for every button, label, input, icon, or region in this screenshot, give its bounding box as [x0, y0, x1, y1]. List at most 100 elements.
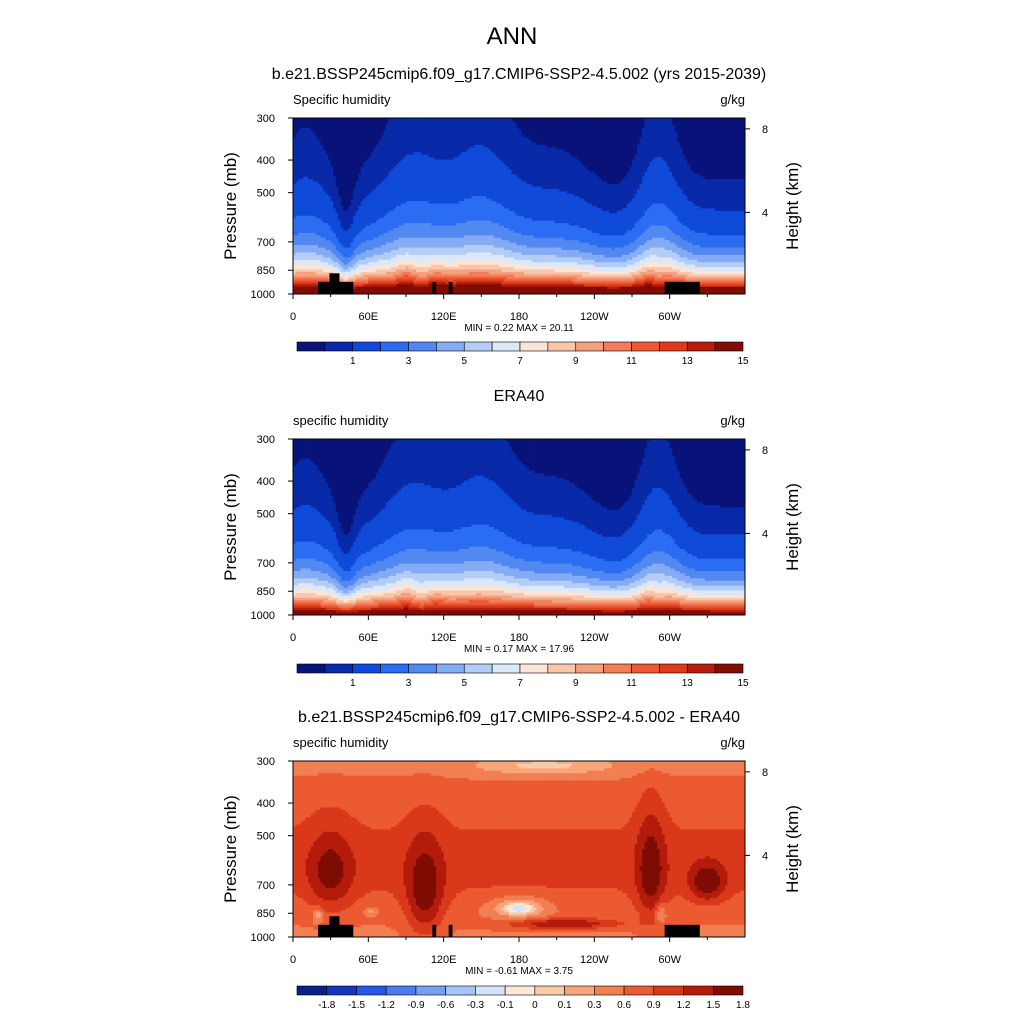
colorbar-box: [576, 342, 604, 351]
colorbar-box: [381, 342, 409, 351]
colorbar-box: [505, 986, 535, 995]
panel-title: b.e21.BSSP245cmip6.f09_g17.CMIP6-SSP2-4.…: [272, 66, 767, 83]
colorbar-box: [604, 664, 632, 673]
min-max-stats: MIN = -0.61 MAX = 3.75: [465, 966, 573, 977]
colorbar-label: 5: [461, 356, 467, 367]
colorbar-box: [464, 664, 492, 673]
colorbar-box: [624, 986, 654, 995]
x-tick-label: 60E: [359, 954, 379, 966]
x-tick-label: 180: [510, 311, 528, 323]
x-tick-label: 180: [510, 954, 528, 966]
y-tick-label: 850: [257, 908, 275, 920]
contour-field: [293, 439, 745, 615]
colorbar-label: -0.6: [437, 1000, 455, 1011]
y2-tick-label: 4: [762, 850, 768, 862]
colorbar: 1 3 5 7 9 11 13 15: [297, 342, 749, 367]
colorbar-box: [409, 342, 437, 351]
colorbar-label: -0.3: [467, 1000, 485, 1011]
panel-title: ERA40: [494, 388, 545, 405]
colorbar-box: [436, 664, 464, 673]
colorbar-box: [492, 342, 520, 351]
x-tick-label: 120E: [431, 311, 457, 323]
x-tick-label: 60W: [658, 632, 681, 644]
y-tick-label: 700: [257, 237, 275, 249]
x-tick-label: 0: [290, 954, 296, 966]
x-tick-label: 120W: [580, 632, 609, 644]
contour-field: [293, 118, 745, 294]
x-tick-label: 60E: [359, 632, 379, 644]
x-tick-label: 0: [290, 311, 296, 323]
colorbar: 1 3 5 7 9 11 13 15: [297, 664, 749, 689]
min-max-stats: MIN = 0.17 MAX = 17.96: [464, 644, 574, 655]
colorbar-label: -1.2: [378, 1000, 396, 1011]
contour-field: [293, 761, 745, 937]
colorbar-label: 11: [626, 678, 637, 689]
x-tick-label: 0: [290, 632, 296, 644]
units-label: g/kg: [720, 413, 745, 428]
colorbar-label: 9: [573, 356, 579, 367]
colorbar-box: [713, 986, 743, 995]
y-tick-label: 700: [257, 558, 275, 570]
colorbar-label: 1: [350, 356, 356, 367]
colorbar-label: 13: [682, 356, 694, 367]
colorbar-box: [464, 342, 492, 351]
colorbar-label: 7: [517, 356, 523, 367]
colorbar-label: 7: [517, 678, 523, 689]
colorbar-box: [446, 986, 476, 995]
colorbar-box: [297, 664, 325, 673]
colorbar-box: [687, 664, 715, 673]
y-tick-label: 700: [257, 880, 275, 892]
colorbar-box: [548, 342, 576, 351]
colorbar-box: [659, 342, 687, 351]
y-tick-label: 850: [257, 586, 275, 598]
colorbar-box: [356, 986, 386, 995]
y-tick-label: 400: [257, 798, 275, 810]
x-tick-label: 120E: [431, 954, 457, 966]
y-tick-label: 850: [257, 265, 275, 277]
colorbar-box: [565, 986, 595, 995]
y-tick-label: 500: [257, 509, 275, 521]
colorbar-label: 1.2: [677, 1000, 691, 1011]
colorbar-label: 5: [461, 678, 467, 689]
colorbar-label: 0.1: [558, 1000, 572, 1011]
colorbar-box: [604, 342, 632, 351]
colorbar-box: [659, 664, 687, 673]
colorbar-box: [632, 664, 660, 673]
variable-label: specific humidity: [293, 413, 389, 428]
y2-tick-label: 8: [762, 445, 768, 457]
colorbar-box: [325, 342, 353, 351]
x-tick-label: 60W: [658, 954, 681, 966]
colorbar-box: [684, 986, 714, 995]
colorbar-box: [436, 342, 464, 351]
y2-axis-title: Height (km): [783, 162, 802, 250]
y2-tick-label: 8: [762, 767, 768, 779]
colorbar-box: [381, 664, 409, 673]
colorbar-label: 3: [406, 678, 412, 689]
y-tick-label: 500: [257, 831, 275, 843]
x-tick-label: 120E: [431, 632, 457, 644]
y2-tick-label: 4: [762, 528, 768, 540]
colorbar-label: 0.3: [587, 1000, 601, 1011]
y2-tick-label: 4: [762, 207, 768, 219]
colorbar-box: [492, 664, 520, 673]
colorbar-box: [327, 986, 357, 995]
y2-axis-title: Height (km): [783, 483, 802, 571]
colorbar-label: 0.6: [617, 1000, 631, 1011]
colorbar-label: 1.8: [736, 1000, 750, 1011]
colorbar-label: 0: [532, 1000, 538, 1011]
colorbar-box: [520, 664, 548, 673]
colorbar-box: [715, 342, 743, 351]
colorbar-label: 13: [682, 678, 694, 689]
y2-tick-label: 8: [762, 124, 768, 136]
panel-model: b.e21.BSSP245cmip6.f09_g17.CMIP6-SSP2-4.…: [221, 66, 802, 367]
colorbar-label: 3: [406, 356, 412, 367]
colorbar-box: [353, 342, 381, 351]
colorbar-label: 0.9: [647, 1000, 661, 1011]
colorbar-box: [297, 986, 327, 995]
colorbar-box: [409, 664, 437, 673]
y-axis-title: Pressure (mb): [221, 152, 240, 260]
colorbar-label: -1.5: [348, 1000, 366, 1011]
colorbar-box: [576, 664, 604, 673]
y-tick-label: 300: [257, 756, 275, 768]
